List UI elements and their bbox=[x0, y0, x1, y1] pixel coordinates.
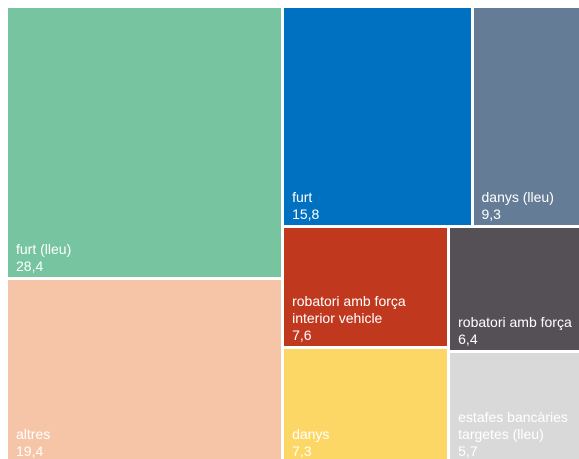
cell-label: danys bbox=[292, 425, 330, 442]
treemap-cell: robatori amb força 6,4 bbox=[450, 228, 579, 351]
cell-value: 15,8 bbox=[292, 206, 320, 223]
cell-value: 5,7 bbox=[458, 442, 478, 459]
cell-label: furt bbox=[292, 189, 313, 206]
cell-value: 6,4 bbox=[458, 331, 478, 348]
treemap-cell: altres 19,4 bbox=[8, 279, 282, 459]
cell-label: robatori amb força bbox=[458, 314, 572, 331]
cell-label: danys (lleu) bbox=[481, 189, 554, 206]
treemap-cell: danys 7,3 bbox=[284, 348, 448, 459]
treemap-cell: furt 15,8 bbox=[284, 8, 471, 226]
treemap-cell: estafes bancàries targetes (lleu) 5,7 bbox=[450, 353, 579, 459]
cell-value: 28,4 bbox=[16, 257, 44, 274]
cell-value: 19,4 bbox=[16, 442, 44, 459]
treemap-cell: danys (lleu) 9,3 bbox=[473, 8, 579, 226]
cell-value: 7,6 bbox=[292, 326, 312, 343]
cell-label: robatori amb força interior vehicle bbox=[292, 292, 406, 326]
cell-label: furt (lleu) bbox=[16, 240, 72, 257]
treemap-cell: furt (lleu) 28,4 bbox=[8, 8, 282, 277]
cell-value: 7,3 bbox=[292, 442, 312, 459]
cell-value: 9,3 bbox=[481, 206, 501, 223]
treemap-cell: robatori amb força interior vehicle 7,6 bbox=[284, 228, 448, 346]
cell-label: estafes bancàries targetes (lleu) bbox=[458, 408, 568, 442]
cell-label: altres bbox=[16, 425, 51, 442]
